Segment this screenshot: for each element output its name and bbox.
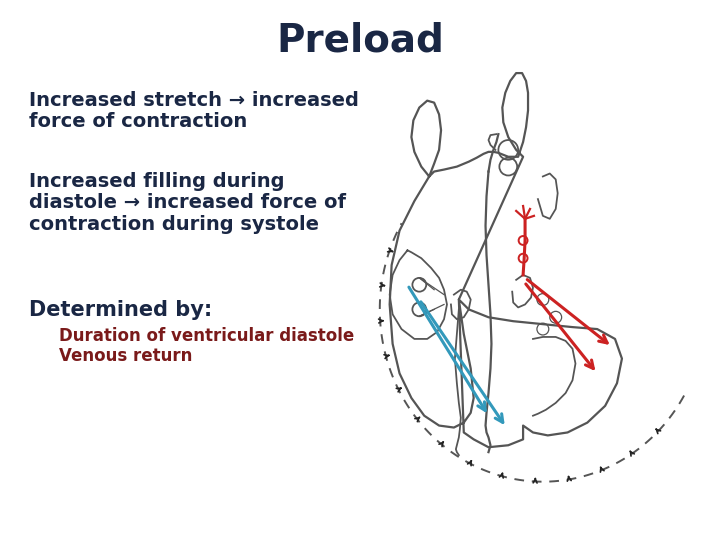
Text: contraction during systole: contraction during systole	[29, 215, 319, 234]
Text: Duration of ventricular diastole: Duration of ventricular diastole	[58, 327, 354, 345]
Text: force of contraction: force of contraction	[29, 112, 247, 131]
Text: Preload: Preload	[276, 22, 444, 60]
Text: Increased filling during: Increased filling during	[29, 172, 284, 191]
Text: diastole → increased force of: diastole → increased force of	[29, 193, 346, 212]
Text: Venous return: Venous return	[58, 347, 192, 365]
Text: Increased stretch → increased: Increased stretch → increased	[29, 91, 359, 110]
Text: Determined by:: Determined by:	[29, 300, 212, 320]
